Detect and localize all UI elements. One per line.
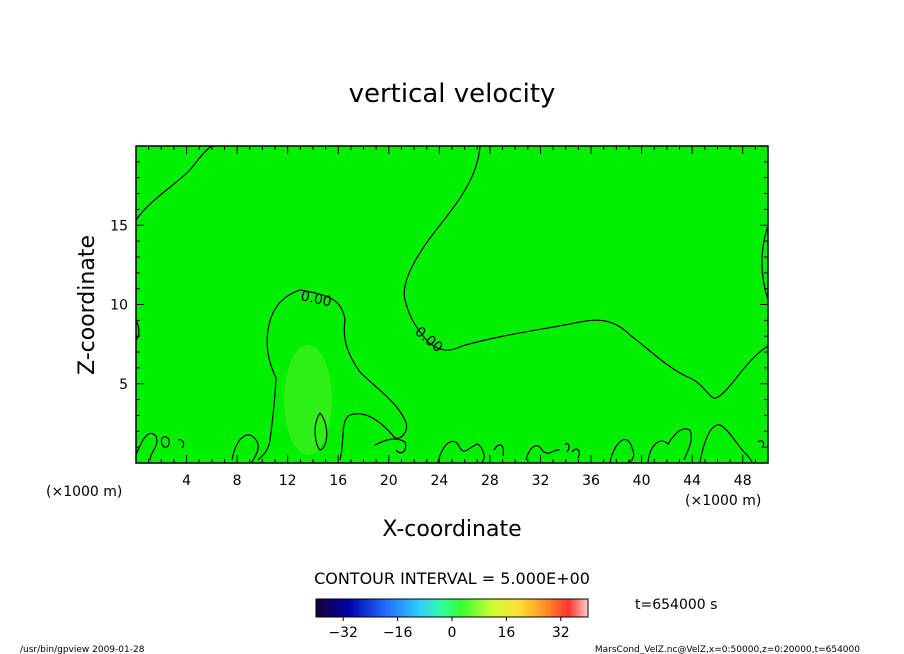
contour-right-edge [761,224,769,301]
colorbar-tick-label: 16 [497,625,515,641]
x-tick-label: 20 [380,473,398,489]
contour-interval: CONTOUR INTERVAL = 5.000E+00 [314,569,590,588]
colorbar-tick-label: −32 [328,625,358,641]
x-tick-label: 48 [734,473,752,489]
x-unit-left: (×1000 m) [46,484,122,500]
x-tick-label: 12 [279,473,297,489]
contour-updraft [257,289,408,461]
x-tick-label: 36 [582,473,600,489]
x-tick-label: 32 [532,473,550,489]
updraft-shading [284,345,332,455]
contour-small-cell [314,411,328,451]
y-tick-label: 15 [110,218,128,234]
x-tick-label: 24 [430,473,448,489]
x-axis-label: X-coordinate [382,517,521,542]
contour-top-left [135,145,213,221]
colorbar-tick-label: −16 [383,625,413,641]
x-axis-ticks: 4 8 12 16 20 24 28 32 36 40 44 48 [148,146,756,489]
contour-label-1: 0.00 [299,288,333,310]
footer-right: MarsCond_VelZ.nc@VelZ,x=0:50000,z=0:2000… [595,645,860,654]
colorbar-tick-label: 32 [552,625,570,641]
time-label: t=654000 s [635,597,717,613]
x-tick-label: 16 [329,473,347,489]
x-tick-label: 28 [481,473,499,489]
contour-near-surface [135,424,765,463]
y-tick-label: 10 [110,298,128,314]
colorbar-ticks: −32 −16 0 16 32 [328,617,570,641]
contour-lines [135,145,769,463]
x-tick-label: 8 [233,473,242,489]
x-tick-label: 40 [633,473,651,489]
colorbar-tick-label: 0 [448,625,457,641]
y-tick-label: 5 [119,377,128,393]
x-unit-right: (×1000 m) [685,493,761,509]
chart-title: vertical velocity [349,79,556,109]
contour-left-edge [135,319,140,341]
footer-left: /usr/bin/gpview 2009-01-28 [20,645,145,654]
contour-center-right [403,145,769,399]
colorbar [315,598,589,618]
x-tick-label: 44 [683,473,701,489]
x-tick-label: 4 [182,473,191,489]
plot-area [136,146,768,463]
y-axis-ticks: 5 10 15 [110,161,768,448]
y-axis-label: Z-coordinate [75,235,100,375]
